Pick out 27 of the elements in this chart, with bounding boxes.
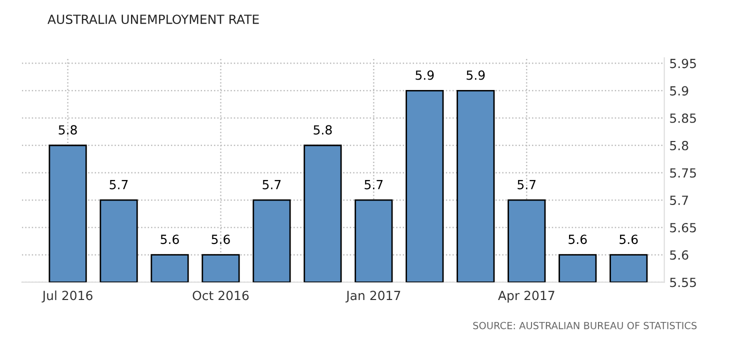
data-label: 5.7 — [518, 180, 536, 190]
data-label: 5.9 — [416, 70, 434, 80]
data-label: 5.7 — [364, 180, 383, 190]
data-label: 5.6 — [568, 234, 587, 244]
data-label: 5.8 — [314, 125, 332, 135]
chart-title: AUSTRALIA UNEMPLOYMENT RATE — [48, 14, 259, 24]
y-tick-label: 5.7 — [670, 196, 688, 206]
y-tick-label: 5.75 — [670, 168, 696, 178]
y-tick-label: 5.65 — [670, 222, 696, 232]
data-label: 5.7 — [262, 180, 281, 190]
y-tick-label: 5.9 — [670, 86, 688, 96]
x-tick-label: Apr 2017 — [498, 290, 554, 303]
x-tick-label: Jan 2017 — [346, 290, 400, 303]
y-tick-label: 5.6 — [670, 250, 688, 260]
y-tick-label: 5.55 — [670, 278, 696, 288]
data-label: 5.7 — [110, 180, 128, 190]
data-label: 5.6 — [160, 234, 179, 244]
y-tick-label: 5.8 — [670, 140, 688, 150]
source-note: SOURCE: AUSTRALIAN BUREAU OF STATISTICS — [473, 322, 697, 330]
data-label: 5.8 — [58, 125, 77, 135]
data-label: 5.6 — [212, 234, 230, 244]
x-tick-label: Jul 2016 — [42, 290, 92, 303]
y-tick-label: 5.85 — [670, 113, 696, 123]
y-tick-label: 5.95 — [670, 58, 696, 68]
data-label: 5.6 — [620, 234, 638, 244]
data-label: 5.9 — [466, 70, 485, 80]
x-tick-label: Oct 2016 — [192, 290, 249, 300]
